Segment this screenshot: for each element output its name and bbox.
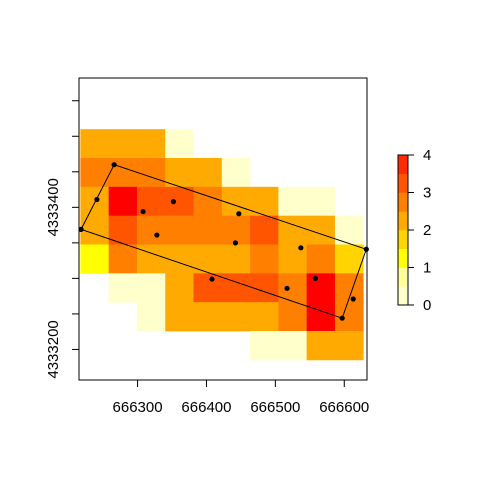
heatmap-cell — [193, 215, 223, 245]
plot-box — [78, 77, 368, 381]
heatmap-cell — [165, 186, 194, 217]
sample-points — [78, 162, 369, 321]
heatmap-cell — [165, 302, 194, 332]
heatmap-cell — [306, 186, 336, 217]
heatmap-cell — [221, 302, 251, 332]
colorbar-segment — [398, 211, 408, 231]
heatmap-cell — [80, 157, 110, 188]
heatmap-cell — [278, 186, 308, 217]
sample-point — [154, 232, 160, 238]
sample-point — [94, 196, 100, 203]
x-tick-label: 666300 — [113, 399, 163, 416]
y-tick-label: 4333400 — [45, 178, 62, 236]
heatmap-cell — [136, 215, 166, 245]
x-tick-label: 666600 — [319, 399, 369, 416]
x-tick-label: 666400 — [181, 399, 231, 416]
heatmap-cell — [136, 273, 166, 303]
heatmap-cell — [108, 244, 138, 274]
colorbar-tick-label: 0 — [423, 297, 431, 314]
sample-point — [111, 162, 117, 168]
heatmap-raster — [80, 129, 364, 361]
heatmap-cell — [306, 244, 336, 274]
heatmap-cell — [221, 186, 251, 217]
heatmap-cell — [306, 302, 336, 332]
y-tick-label: 4333200 — [45, 320, 62, 378]
heatmap-cell — [334, 244, 364, 274]
sample-point — [284, 285, 290, 291]
colorbar-segment — [398, 230, 408, 250]
colorbar: 0 1 2 3 4 — [397, 147, 431, 314]
colorbar-tick-label: 3 — [423, 185, 431, 202]
heatmap-cell — [221, 273, 251, 303]
sample-point — [339, 315, 345, 321]
sample-point — [170, 199, 176, 205]
heatmap-cell — [165, 215, 194, 245]
y-axis: 4333200 4333400 — [45, 100, 79, 379]
x-axis: 666300 666400 666500 666600 — [113, 380, 369, 416]
heatmap-cell — [193, 157, 223, 188]
heatmap-cell — [278, 302, 308, 332]
colorbar-tick-label: 1 — [423, 260, 431, 277]
heatmap-cell — [165, 157, 194, 188]
colorbar-segment — [398, 173, 408, 193]
heatmap-cell — [193, 302, 223, 332]
sample-point — [209, 276, 215, 282]
heatmap-cell — [80, 186, 110, 217]
heatmap-cell — [221, 215, 251, 245]
heatmap-cell — [306, 331, 336, 361]
sample-point — [312, 275, 318, 281]
heatmap-cell — [250, 215, 279, 245]
heatmap-cell — [80, 129, 110, 159]
heatmap-cell — [108, 186, 138, 217]
heatmap-cell — [334, 302, 364, 332]
colorbar-segment — [398, 286, 408, 306]
heatmap-cell — [250, 186, 279, 217]
colorbar-tick-label: 2 — [423, 222, 431, 239]
heatmap-cell — [193, 273, 223, 303]
sample-point — [363, 246, 369, 252]
heatmap-cell — [278, 331, 308, 361]
sample-point — [78, 226, 84, 232]
sample-point — [350, 296, 356, 302]
heatmap-cell — [136, 302, 166, 332]
heatmap-cell — [193, 186, 223, 217]
colorbar-segment — [398, 192, 408, 212]
x-tick-label: 666500 — [250, 399, 300, 416]
sample-point — [236, 211, 242, 217]
heatmap-cell — [80, 244, 110, 274]
heatmap-cell — [165, 273, 194, 303]
heatmap-cell — [306, 273, 336, 303]
heatmap-cell — [136, 244, 166, 274]
heatmap-cell — [250, 331, 279, 361]
heatmap-cell — [165, 129, 194, 159]
heatmap-cell — [250, 302, 279, 332]
heatmap-cell — [306, 215, 336, 245]
heatmap-cell — [108, 273, 138, 303]
heatmap-cell — [136, 129, 166, 159]
heatmap-cell — [278, 215, 308, 245]
colorbar-segment — [398, 155, 408, 175]
heatmap-cell — [334, 331, 364, 361]
heatmap-cell — [221, 244, 251, 274]
colorbar-tick-label: 4 — [423, 147, 431, 164]
sample-point — [232, 240, 239, 246]
colorbar-segment — [398, 267, 408, 287]
heatmap-cell — [136, 157, 166, 188]
sample-point — [298, 245, 304, 251]
heatmap-cell — [221, 157, 251, 188]
heatmap-cell — [108, 129, 138, 159]
sample-point — [140, 208, 146, 215]
heatmap-cell — [250, 244, 279, 274]
colorbar-segment — [398, 248, 408, 268]
